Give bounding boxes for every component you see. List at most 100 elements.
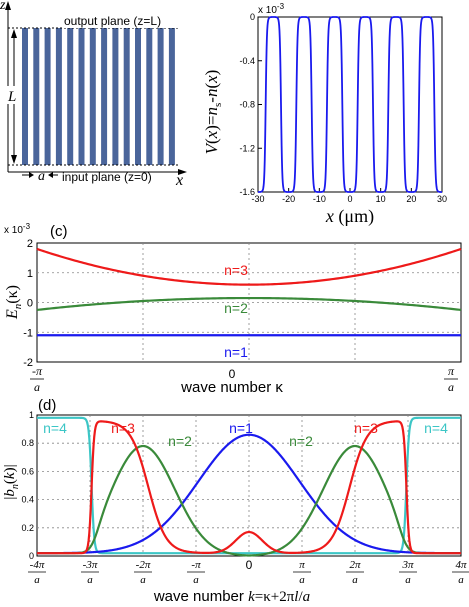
panel-c-ytick-label: -1 [23,327,33,339]
svg-text:a: a [448,380,454,394]
panel-b-xtick-label: 10 [376,194,386,204]
panel-b-frame [257,16,443,193]
panel-b-ytick-label: 0 [250,12,255,22]
length-arrow-head-bottom [11,155,17,164]
mode-n2-label-right: n=2 [289,433,313,449]
panel-b-exponent-base: x 10 [258,5,277,16]
panel-d-xtick-num: 3π [401,559,414,571]
panel-c-xtick-mid: 0 [229,367,236,381]
panel-c-yticks: 2 1 0 -1 -2 [23,238,33,369]
panel-a: z x output plane (z=L) input plane (z=0)… [0,0,187,189]
band-n2-curve [36,296,462,312]
waveguide-stripe [123,28,130,165]
panel-d-xtick-den: a [458,574,464,586]
panel-c-xlabel: wave number κ [180,379,283,396]
waveguide-stripe [44,28,51,165]
axis-z-label: z [0,0,6,13]
panel-d-xtick-den: a [140,574,146,586]
band-n3-label: n=3 [224,262,248,278]
panel-d-ylabel: |bn(k)| [2,464,21,499]
waveguide-stripe [168,28,175,165]
waveguide-stripe [89,28,96,165]
panel-d-xtick-den: a [193,574,199,586]
panel-d-ytick-label: 0 [29,551,34,561]
waveguide-stripe [135,28,141,165]
waveguide-stripe [67,28,74,165]
panel-c-label: (c) [50,223,68,240]
panel-b-ytick-label: -1.2 [239,143,255,153]
length-label: L [7,89,16,105]
output-plane-label: output plane (z=L) [64,14,161,28]
waveguide-stripe [22,28,28,165]
panel-d-xtick-num: 4π [455,559,467,571]
panel-d-grid [37,415,461,556]
svg-text:π: π [448,364,455,378]
panel-d-xtick-label: 0 [246,558,253,572]
panel-b-curve [258,16,442,193]
panel-d: (d) 1 0.8 0.6 0.4 0.2 0 n=4 n=3 n=2 n=1 n=2 n… [2,397,469,605]
panel-c-exponent-power: -3 [23,222,31,231]
waveguide-stripe [33,28,40,165]
period-label: a [38,169,45,184]
panel-d-xtick-num: -π [191,559,201,571]
panel-c: x 10-3 (c) 2 1 0 -1 -2 n=3 n=2 n=1 En(κ) -π … [4,222,462,396]
period-arrow-head-left [29,172,34,178]
panel-b-ytick-label: -0.4 [239,56,255,66]
panel-b-ylabel: V(x)=ns-n(x) [202,70,224,155]
band-n2-label: n=2 [224,300,248,316]
panel-b-xticks: -30 -20 -10 0 10 20 30 [251,188,447,204]
mode-n4-label-right: n=4 [424,420,448,436]
panel-b-exponent-power: -3 [277,2,285,11]
panel-d-ytick-label: 0.4 [21,495,34,505]
panel-b-xtick-label: -10 [313,194,326,204]
length-label-bg [7,86,21,104]
panel-d-yticks: 1 0.8 0.6 0.4 0.2 0 [21,410,34,561]
panel-b-exponent: x 10-3 [258,2,285,16]
input-plane-label: input plane (z=0) [62,170,152,184]
panel-d-ytick-label: 0.6 [21,466,34,476]
panel-d-ytick-label: 1 [29,410,34,420]
z-axis-arrow [5,1,11,10]
mode-n1-curve [37,433,461,555]
panel-c-ytick-label: -2 [23,357,33,369]
output-plane-label-bg [62,13,180,28]
waveguide-stripe [78,28,85,165]
panel-d-xtick-num: -4π [30,559,45,571]
waveguide-stripe [146,28,153,165]
x-axis-arrow [178,169,187,175]
waveguide-stripe [157,28,164,165]
mode-n3-label-right: n=3 [354,420,378,436]
panel-b-xlabel: x (μm) [325,206,374,227]
length-arrow-head-top [11,29,17,38]
panel-d-xtick-den: a [87,574,93,586]
panel-b-ytick-label: -1.6 [239,187,255,197]
panel-b-ytick-label: -0.8 [239,100,255,110]
band-n1-label: n=1 [224,344,248,360]
panel-d-xtick-den: a [405,574,411,586]
mode-n4-curve [37,416,461,555]
mode-n1-label: n=1 [229,420,253,436]
panel-d-xtick-num: -2π [136,559,151,571]
panel-d-ytick-label: 0.8 [21,438,34,448]
panel-b-xtick-label: 0 [347,194,352,204]
panel-d-xtick-num: -3π [83,559,98,571]
panel-b-yticks: 0 -0.4 -0.8 -1.2 -1.6 [239,12,262,197]
panel-c-ytick-label: 0 [27,298,33,310]
panel-c-ylabel: En(κ) [4,285,24,320]
waveguide-stripes [22,28,175,165]
panel-c-exponent: x 10-3 [4,222,31,236]
panel-d-xtick-den: a [352,574,358,586]
panel-d-label: (d) [38,397,56,414]
panel-d-xtick-num: π [299,559,305,571]
axis-x-label: x [175,172,183,189]
panel-d-ytick-label: 0.2 [21,523,34,533]
panel-c-xtick-right: π a [444,364,458,394]
panel-b-xtick-label: -20 [282,194,295,204]
panel-b: x 10-3 0 -0.4 -0.8 -1.2 -1.6 -30 -20 -10 0 10 20 3… [202,2,447,227]
svg-text:a: a [34,380,40,394]
mode-n4-label-left: n=4 [43,420,67,436]
mode-n2-curve [37,444,461,557]
panel-b-xtick-label: -30 [251,194,264,204]
panel-d-xtick-den: a [34,574,40,586]
